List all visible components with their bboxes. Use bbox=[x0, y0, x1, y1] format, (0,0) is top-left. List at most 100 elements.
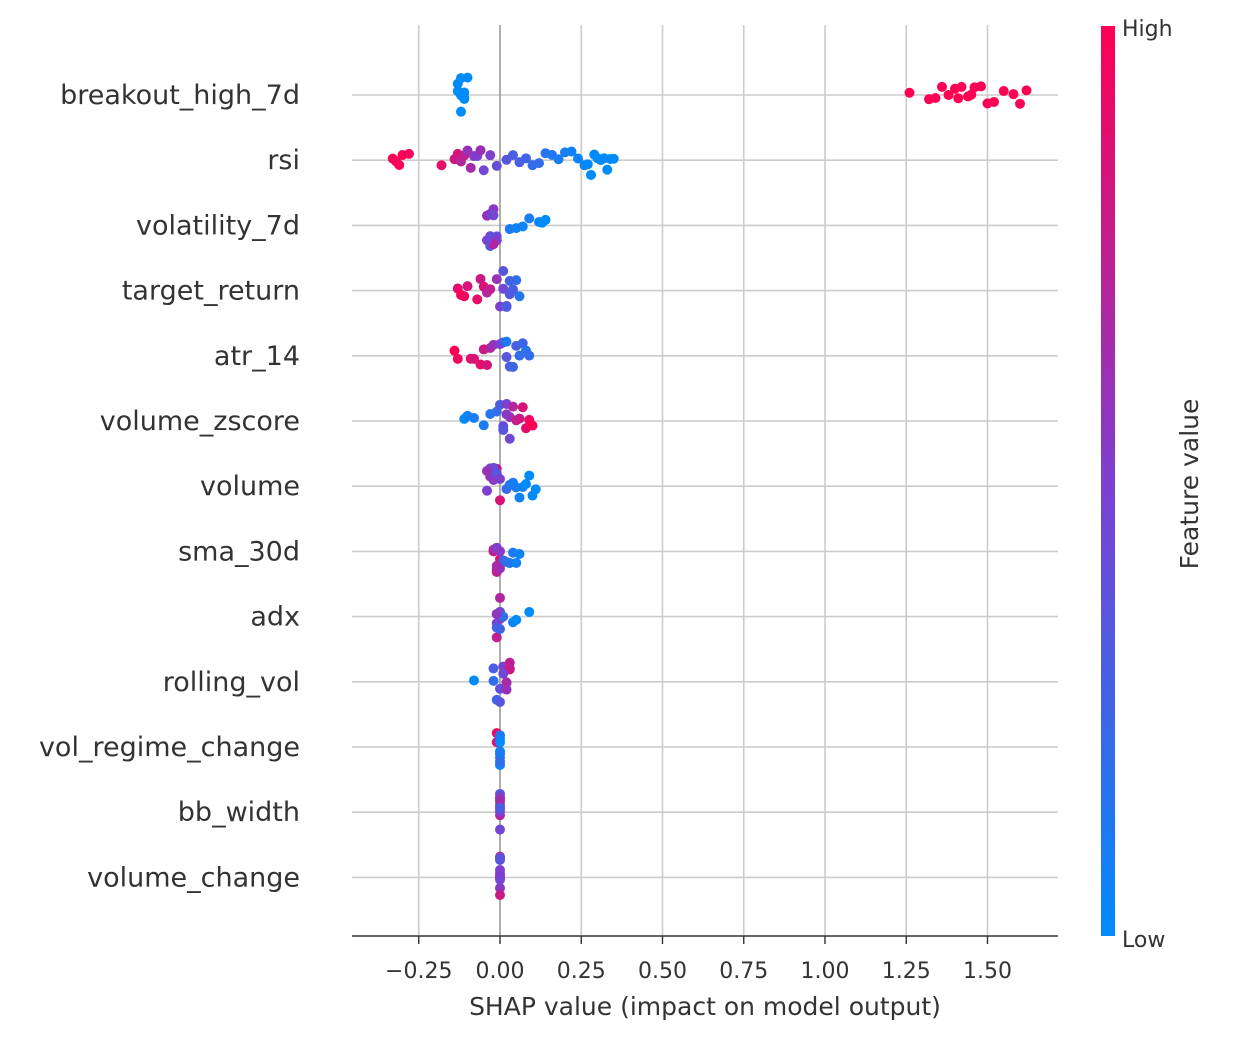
shap-point bbox=[475, 273, 486, 284]
shap-point bbox=[582, 159, 593, 170]
shap-point bbox=[495, 883, 505, 894]
shap-point bbox=[524, 350, 535, 361]
shap-point bbox=[501, 301, 512, 312]
shap-point bbox=[524, 606, 535, 617]
shap-point bbox=[462, 72, 473, 83]
shap-point bbox=[602, 164, 613, 175]
shap-point bbox=[540, 214, 551, 225]
shap-point bbox=[566, 146, 577, 157]
shap-point bbox=[462, 145, 473, 156]
shap-point bbox=[511, 557, 522, 568]
shap-point bbox=[501, 352, 512, 363]
shap-point bbox=[485, 150, 496, 161]
shap-point bbox=[514, 413, 525, 424]
shap-point bbox=[517, 221, 528, 232]
shap-point bbox=[524, 213, 535, 224]
shap-point bbox=[495, 756, 505, 767]
shap-point bbox=[501, 336, 512, 347]
shap-point bbox=[449, 345, 460, 356]
shap-points bbox=[387, 72, 1032, 901]
feature-label: sma_30d bbox=[178, 536, 300, 567]
shap-point bbox=[514, 492, 525, 503]
x-tick-label: −0.25 bbox=[385, 959, 452, 984]
shap-point bbox=[521, 153, 531, 164]
shap-point bbox=[508, 150, 518, 161]
shap-point bbox=[452, 86, 463, 97]
feature-rows bbox=[352, 94, 1058, 879]
shap-point bbox=[1015, 98, 1025, 109]
shap-point bbox=[495, 802, 505, 813]
feature-label: rolling_vol bbox=[163, 667, 300, 698]
colorbar-gradient bbox=[1101, 26, 1115, 936]
feature-label: bb_width bbox=[178, 797, 300, 828]
shap-point bbox=[478, 420, 489, 431]
shap-point bbox=[504, 657, 515, 668]
shap-point bbox=[491, 560, 502, 571]
shap-point bbox=[475, 145, 486, 156]
shap-point bbox=[452, 78, 463, 89]
shap-point bbox=[504, 433, 515, 444]
shap-point bbox=[530, 484, 541, 495]
x-tick-label: 1.25 bbox=[882, 959, 931, 984]
shap-point bbox=[495, 495, 505, 506]
shap-point bbox=[904, 87, 915, 98]
feature-label: rsi bbox=[267, 145, 300, 176]
shap-point bbox=[937, 81, 947, 92]
shap-point bbox=[495, 546, 505, 557]
x-tick-label: 1.50 bbox=[963, 959, 1012, 984]
shap-point bbox=[495, 746, 505, 757]
shap-point bbox=[469, 412, 479, 423]
shap-point bbox=[998, 86, 1009, 97]
shap-point bbox=[495, 890, 505, 901]
shap-point bbox=[1008, 89, 1019, 100]
shap-point bbox=[508, 401, 518, 412]
shap-point bbox=[521, 479, 531, 490]
feature-label: volume_zscore bbox=[100, 406, 300, 437]
shap-point bbox=[511, 614, 522, 625]
shap-point bbox=[459, 93, 470, 104]
shap-point bbox=[553, 154, 564, 165]
shap-point bbox=[482, 235, 492, 246]
shap-point bbox=[953, 93, 964, 104]
colorbar-high-label: High bbox=[1122, 17, 1173, 42]
shap-point bbox=[488, 675, 499, 686]
shap-point bbox=[495, 624, 505, 635]
feature-label: volatility_7d bbox=[136, 210, 300, 241]
x-tick-label: 0.75 bbox=[719, 959, 768, 984]
shap-point bbox=[504, 275, 515, 286]
shap-point bbox=[491, 632, 502, 643]
shap-point bbox=[943, 89, 954, 100]
shap-point bbox=[485, 284, 496, 295]
shap-point bbox=[465, 162, 476, 173]
x-tick-label: 0.50 bbox=[638, 959, 687, 984]
shap-point bbox=[478, 165, 489, 176]
shap-point bbox=[495, 697, 505, 708]
shap-point bbox=[459, 291, 470, 302]
shap-point bbox=[482, 465, 492, 476]
shap-point bbox=[498, 424, 509, 435]
shap-point bbox=[488, 210, 499, 221]
feature-label: volume bbox=[200, 471, 300, 502]
grid bbox=[417, 25, 989, 936]
shap-point bbox=[491, 160, 502, 171]
shap-point bbox=[1021, 85, 1032, 96]
x-tick-label: 0.00 bbox=[476, 959, 525, 984]
shap-point bbox=[495, 824, 505, 835]
colorbar: High Low Feature value bbox=[1101, 17, 1204, 953]
shap-point bbox=[517, 402, 528, 413]
shap-point bbox=[498, 668, 509, 679]
shap-point bbox=[989, 96, 999, 107]
shap-point bbox=[524, 470, 535, 481]
shap-point bbox=[501, 409, 512, 420]
feature-label: volume_change bbox=[87, 862, 300, 893]
shap-point bbox=[436, 160, 447, 171]
shap-point bbox=[472, 294, 483, 305]
shap-point bbox=[495, 855, 505, 866]
shap-point bbox=[491, 609, 502, 620]
feature-label: breakout_high_7d bbox=[60, 80, 300, 111]
shap-point bbox=[491, 274, 502, 285]
feature-label: adx bbox=[250, 602, 300, 633]
